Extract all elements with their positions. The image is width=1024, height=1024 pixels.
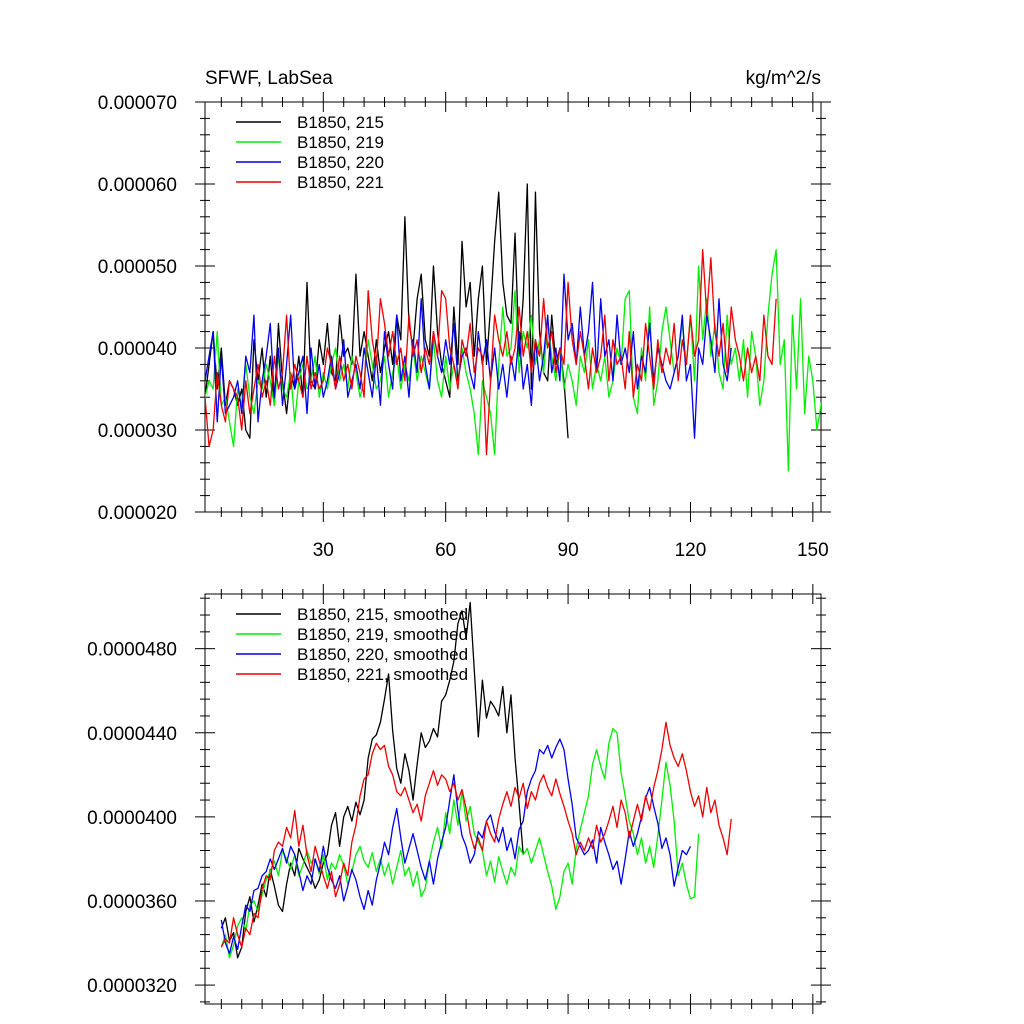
legend-label: B1850, 215 (297, 113, 384, 132)
top-panel: SFWF, LabSea kg/m^2/s 30 60 90 120 150 0.0000… (98, 68, 831, 561)
bottom-panel: 0.0000320 0.0000360 0.0000400 0.0000440 0.00… (87, 584, 831, 1014)
y-tick-label: 0.000030 (98, 421, 177, 442)
legend-label: B1850, 219, smoothed (297, 625, 468, 644)
series-line-3 (220, 721, 732, 948)
series-line-1 (220, 727, 700, 959)
series-line-0 (220, 601, 524, 959)
x-tick-label: 90 (558, 540, 579, 561)
y-tick-label: 0.0000440 (87, 724, 177, 745)
y-tick-label: 0.0000320 (87, 976, 177, 997)
y-tick-label: 0.0000480 (87, 640, 177, 661)
x-tick-label: 150 (797, 540, 829, 561)
plot-frame (204, 101, 822, 513)
plot-frame (204, 593, 822, 1005)
y-tick-label: 0.000070 (98, 93, 177, 114)
x-tick-label: 30 (313, 540, 334, 561)
legend-label: B1850, 220 (297, 153, 384, 172)
y-tick-label: 0.0000400 (87, 808, 177, 829)
y-tick-label: 0.000060 (98, 175, 177, 196)
y-tick-label: 0.000050 (98, 257, 177, 278)
series-line-2 (220, 738, 692, 955)
y-tick-label: 0.0000360 (87, 892, 177, 913)
top-panel-units: kg/m^2/s (746, 68, 821, 89)
top-panel-title: SFWF, LabSea (205, 68, 333, 89)
x-tick-label: 60 (435, 540, 456, 561)
legend-label: B1850, 215, smoothed (297, 605, 468, 624)
series-line-2 (205, 273, 732, 439)
series-line-3 (205, 248, 777, 456)
legend-label: B1850, 221 (297, 173, 384, 192)
legend-label: B1850, 220, smoothed (297, 645, 468, 664)
x-tick-label: 120 (675, 540, 707, 561)
series-line-1 (205, 248, 821, 472)
y-tick-label: 0.000040 (98, 339, 177, 360)
legend-label: B1850, 219 (297, 133, 384, 152)
y-tick-label: 0.000020 (98, 503, 177, 524)
legend-label: B1850, 221, smoothed (297, 665, 468, 684)
